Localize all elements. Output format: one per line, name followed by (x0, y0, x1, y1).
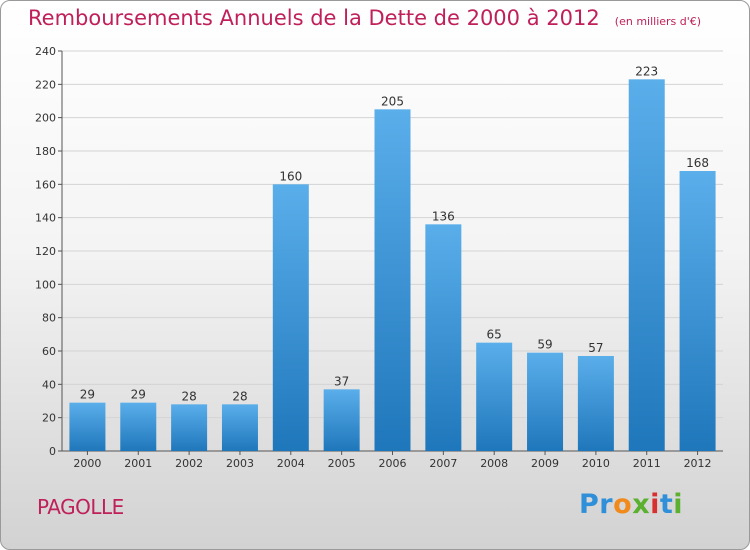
bar (425, 224, 462, 451)
logo-letter: t (659, 489, 674, 520)
y-tick-label: 80 (42, 312, 56, 325)
logo-letter: x (632, 489, 651, 520)
data-label: 160 (279, 169, 302, 183)
place-name: PAGOLLE (37, 495, 124, 519)
x-tick-label: 2004 (277, 457, 305, 470)
data-label: 205 (381, 94, 404, 108)
x-tick-label: 2002 (175, 457, 203, 470)
bar (577, 356, 614, 451)
y-tick-label: 100 (35, 278, 56, 291)
proxiti-logo: Proxiti (579, 489, 683, 520)
bar (527, 352, 564, 451)
bar (628, 79, 665, 451)
bar (171, 404, 208, 451)
x-tick-label: 2010 (582, 457, 610, 470)
y-tick-label: 240 (35, 45, 56, 58)
x-tick-label: 2007 (429, 457, 457, 470)
bar (69, 402, 106, 451)
title-row: Remboursements Annuels de la Dette de 20… (28, 6, 701, 30)
x-tick-label: 2008 (480, 457, 508, 470)
y-tick-label: 140 (35, 212, 56, 225)
logo-letter: i (650, 489, 660, 520)
bar (120, 402, 157, 451)
x-tick-label: 2006 (379, 457, 407, 470)
data-label: 223 (635, 64, 658, 78)
bar (323, 389, 360, 451)
y-tick-label: 20 (42, 412, 56, 425)
logo-letter: r (599, 489, 614, 520)
y-tick-label: 40 (42, 378, 56, 391)
bar (374, 109, 411, 451)
x-tick-label: 2012 (684, 457, 712, 470)
chart-unit: (en milliers d'€) (614, 15, 702, 28)
x-tick-label: 2003 (226, 457, 254, 470)
data-label: 59 (537, 338, 552, 352)
y-tick-label: 160 (35, 178, 56, 191)
y-tick-label: 120 (35, 245, 56, 258)
data-label: 29 (80, 388, 95, 402)
data-label: 136 (432, 209, 455, 223)
data-label: 29 (131, 388, 146, 402)
data-label: 57 (588, 341, 603, 355)
bar (221, 404, 258, 451)
y-tick-label: 0 (49, 445, 56, 458)
x-tick-label: 2000 (73, 457, 101, 470)
chart-title: Remboursements Annuels de la Dette de 20… (28, 6, 600, 30)
data-label: 28 (181, 389, 196, 403)
data-label: 168 (686, 156, 709, 170)
bar (476, 342, 513, 451)
y-tick-label: 180 (35, 145, 56, 158)
x-tick-label: 2011 (633, 457, 661, 470)
x-tick-label: 2001 (124, 457, 152, 470)
bar (679, 171, 716, 451)
y-tick-label: 220 (35, 78, 56, 91)
data-label: 28 (232, 389, 247, 403)
bar (272, 184, 309, 452)
logo-letter: o (613, 489, 633, 520)
logo-letter: i (673, 489, 684, 520)
logo-letter: P (579, 489, 600, 520)
y-tick-label: 200 (35, 112, 56, 125)
y-tick-label: 60 (42, 345, 56, 358)
x-tick-label: 2009 (531, 457, 559, 470)
data-label: 37 (334, 374, 349, 388)
x-tick-label: 2005 (328, 457, 356, 470)
data-label: 65 (487, 328, 502, 342)
